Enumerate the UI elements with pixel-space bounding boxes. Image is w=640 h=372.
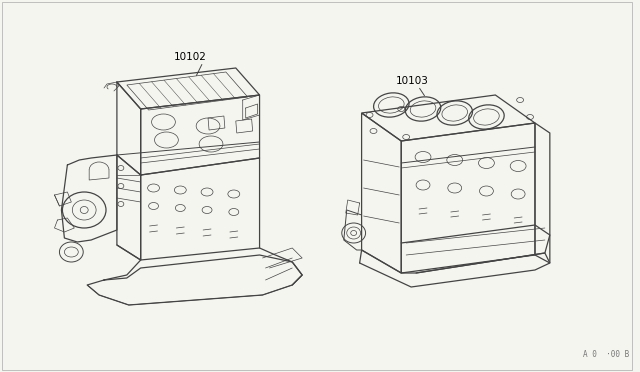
Text: 10103: 10103 — [396, 76, 429, 86]
Text: A 0  ·00 B: A 0 ·00 B — [582, 350, 628, 359]
Text: 10102: 10102 — [173, 52, 206, 62]
